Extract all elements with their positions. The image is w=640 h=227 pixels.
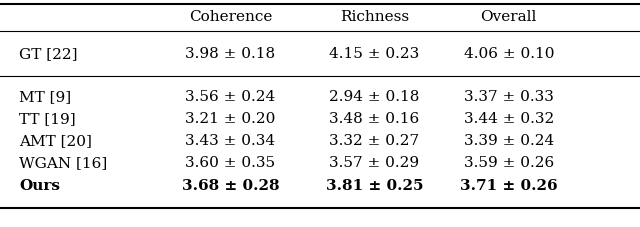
Text: 3.43 ± 0.34: 3.43 ± 0.34 [186, 134, 275, 148]
Text: 3.81 ± 0.25: 3.81 ± 0.25 [326, 179, 423, 193]
Text: 3.48 ± 0.16: 3.48 ± 0.16 [329, 112, 420, 126]
Text: 3.68 ± 0.28: 3.68 ± 0.28 [182, 179, 279, 193]
Text: Richness: Richness [340, 10, 409, 24]
Text: 3.59 ± 0.26: 3.59 ± 0.26 [463, 156, 554, 170]
Text: 3.60 ± 0.35: 3.60 ± 0.35 [186, 156, 275, 170]
Text: Coherence: Coherence [189, 10, 272, 24]
Text: 3.37 ± 0.33: 3.37 ± 0.33 [464, 90, 554, 104]
Text: 3.32 ± 0.27: 3.32 ± 0.27 [330, 134, 419, 148]
Text: 3.39 ± 0.24: 3.39 ± 0.24 [463, 134, 554, 148]
Text: WGAN [16]: WGAN [16] [19, 156, 108, 170]
Text: 3.56 ± 0.24: 3.56 ± 0.24 [185, 90, 276, 104]
Text: Overall: Overall [481, 10, 537, 24]
Text: 3.71 ± 0.26: 3.71 ± 0.26 [460, 179, 557, 193]
Text: 2.94 ± 0.18: 2.94 ± 0.18 [329, 90, 420, 104]
Text: MT [9]: MT [9] [19, 90, 71, 104]
Text: 4.06 ± 0.10: 4.06 ± 0.10 [463, 47, 554, 61]
Text: 3.21 ± 0.20: 3.21 ± 0.20 [185, 112, 276, 126]
Text: 3.98 ± 0.18: 3.98 ± 0.18 [186, 47, 275, 61]
Text: 3.44 ± 0.32: 3.44 ± 0.32 [463, 112, 554, 126]
Text: Ours: Ours [19, 179, 60, 193]
Text: TT [19]: TT [19] [19, 112, 76, 126]
Text: 4.15 ± 0.23: 4.15 ± 0.23 [329, 47, 420, 61]
Text: GT [22]: GT [22] [19, 47, 77, 61]
Text: AMT [20]: AMT [20] [19, 134, 92, 148]
Text: 3.57 ± 0.29: 3.57 ± 0.29 [330, 156, 419, 170]
